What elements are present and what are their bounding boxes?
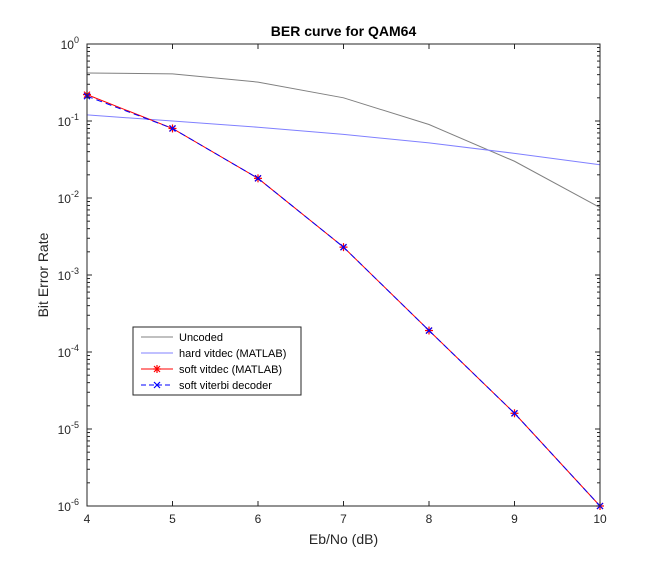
x-marker bbox=[254, 174, 262, 182]
y-tick-base: 10 bbox=[58, 115, 72, 129]
x-marker bbox=[153, 381, 161, 389]
legend-entry: Uncoded bbox=[141, 332, 223, 344]
y-tick-label: 10-5 bbox=[58, 420, 79, 437]
series-3 bbox=[83, 92, 604, 510]
asterisk-marker bbox=[153, 365, 161, 373]
x-marker bbox=[425, 327, 433, 334]
x-axis-label: Eb/No (dB) bbox=[309, 531, 378, 547]
marker-stroke bbox=[153, 365, 161, 373]
plot-frame bbox=[86, 43, 601, 507]
x-marker bbox=[340, 243, 347, 251]
series-0 bbox=[86, 72, 601, 209]
chart-title: BER curve for QAM64 bbox=[271, 23, 417, 39]
y-tick-label: 10-6 bbox=[58, 497, 79, 514]
y-tick-exponent: 0 bbox=[74, 35, 79, 45]
y-tick-exponent: -1 bbox=[71, 112, 79, 122]
y-tick-base: 10 bbox=[58, 192, 72, 206]
series-layer bbox=[83, 72, 604, 510]
y-tick-label: 10-3 bbox=[58, 266, 79, 283]
y-tick-label: 100 bbox=[61, 35, 79, 52]
y-tick-base: 10 bbox=[58, 269, 72, 283]
x-marker bbox=[169, 125, 176, 132]
x-marker bbox=[511, 409, 518, 417]
y-tick-exponent: -6 bbox=[71, 497, 79, 507]
plot-area bbox=[87, 44, 600, 506]
marker-stroke bbox=[340, 243, 347, 251]
legend-label: soft vitdec (MATLAB) bbox=[179, 364, 282, 376]
y-tick-exponent: -5 bbox=[71, 420, 79, 430]
y-tick-label: 10-1 bbox=[58, 112, 79, 129]
y-tick-base: 10 bbox=[58, 423, 72, 437]
y-tick-base: 10 bbox=[61, 38, 75, 52]
legend-entry: soft viterbi decoder bbox=[141, 380, 272, 392]
series-line bbox=[86, 72, 601, 209]
x-tick-label: 7 bbox=[340, 512, 347, 526]
marker-stroke bbox=[511, 409, 518, 417]
x-tick-label: 9 bbox=[511, 512, 518, 526]
legend-label: hard vitdec (MATLAB) bbox=[179, 348, 286, 360]
marker-stroke bbox=[425, 327, 433, 334]
marker-stroke bbox=[254, 174, 262, 182]
y-tick-exponent: -3 bbox=[71, 266, 79, 276]
x-tick-label: 10 bbox=[593, 512, 607, 526]
x-tick-label: 4 bbox=[84, 512, 91, 526]
x-tick-label: 6 bbox=[255, 512, 262, 526]
y-tick-base: 10 bbox=[58, 346, 72, 360]
legend-entry: hard vitdec (MATLAB) bbox=[141, 348, 286, 360]
y-tick-base: 10 bbox=[58, 500, 72, 514]
legend-label: Uncoded bbox=[179, 332, 223, 344]
series-line bbox=[86, 114, 601, 166]
legend-entry: soft vitdec (MATLAB) bbox=[141, 364, 282, 376]
marker-stroke bbox=[169, 125, 176, 132]
y-tick-exponent: -2 bbox=[71, 189, 79, 199]
legend: Uncoded hard vitdec (MATLAB) soft vitdec (… bbox=[132, 326, 302, 396]
x-tick-label: 8 bbox=[426, 512, 433, 526]
legend-label: soft viterbi decoder bbox=[179, 380, 272, 392]
series-1 bbox=[86, 114, 601, 166]
y-tick-exponent: -4 bbox=[71, 343, 79, 353]
y-tick-label: 10-2 bbox=[58, 189, 79, 206]
y-axis-label: Bit Error Rate bbox=[35, 232, 51, 317]
legend-box bbox=[132, 326, 302, 396]
legend-items: Uncoded hard vitdec (MATLAB) soft vitdec (… bbox=[141, 332, 286, 392]
y-tick-label: 10-4 bbox=[58, 343, 79, 360]
x-tick-label: 5 bbox=[169, 512, 176, 526]
marker-stroke bbox=[153, 381, 161, 389]
